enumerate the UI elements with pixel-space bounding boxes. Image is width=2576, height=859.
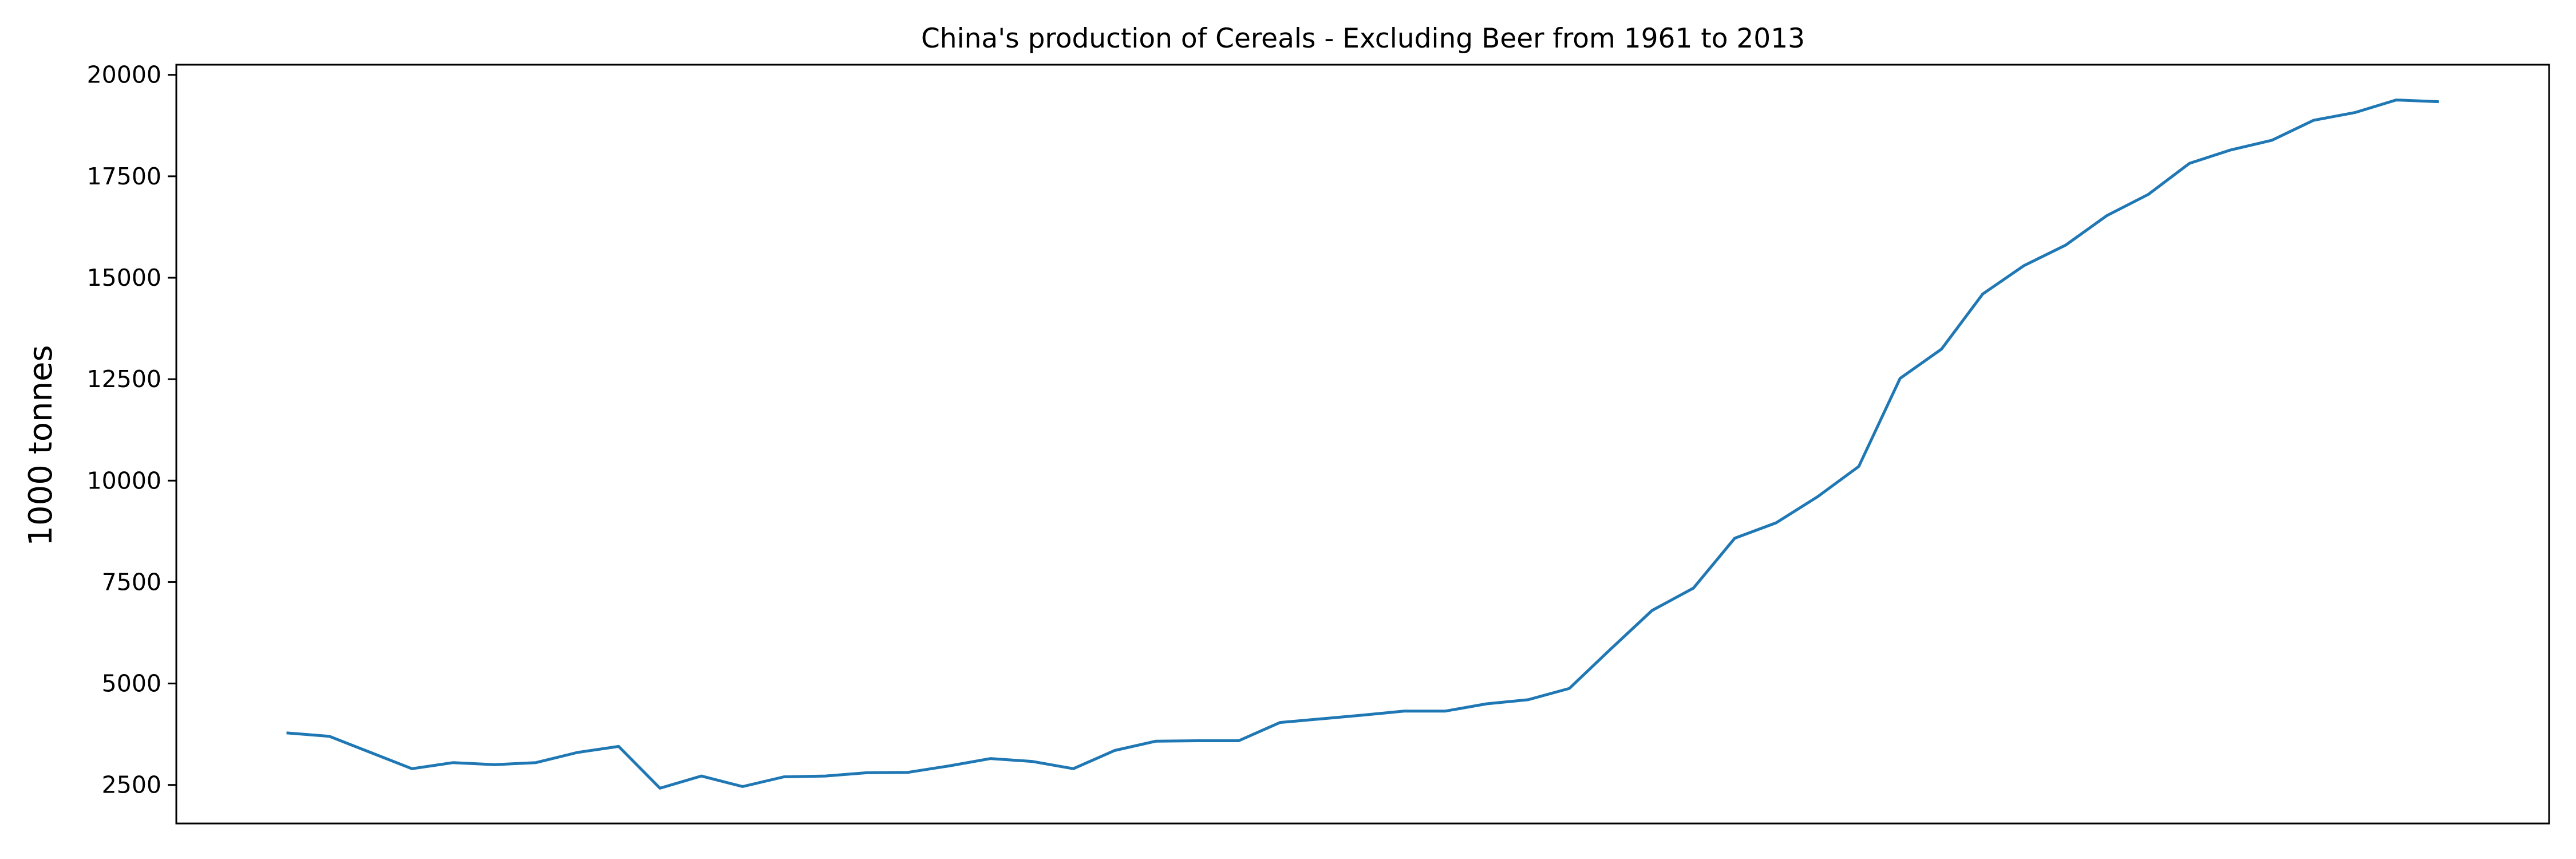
y-tick-label: 20000: [87, 61, 161, 89]
series-layer: [286, 98, 2439, 790]
y-axis-ticks: 2500 5000 7500 10000 12500 15000 17500 20000: [87, 61, 176, 799]
y-tick-label: 15000: [87, 264, 161, 291]
y-tick-label: 10000: [87, 467, 161, 494]
y-tick-label: 7500: [102, 568, 161, 596]
y-tick-label: 12500: [87, 365, 161, 393]
plot-area-frame: [175, 64, 2550, 825]
chart-title: China's production of Cereals - Excludin…: [921, 23, 1805, 54]
y-tick-label: 17500: [87, 163, 161, 190]
y-axis-label: 1000 tonnes: [22, 345, 60, 546]
y-tick-label: 2500: [102, 771, 161, 799]
series-line-0: [286, 98, 2439, 790]
y-tick-label: 5000: [102, 670, 161, 698]
